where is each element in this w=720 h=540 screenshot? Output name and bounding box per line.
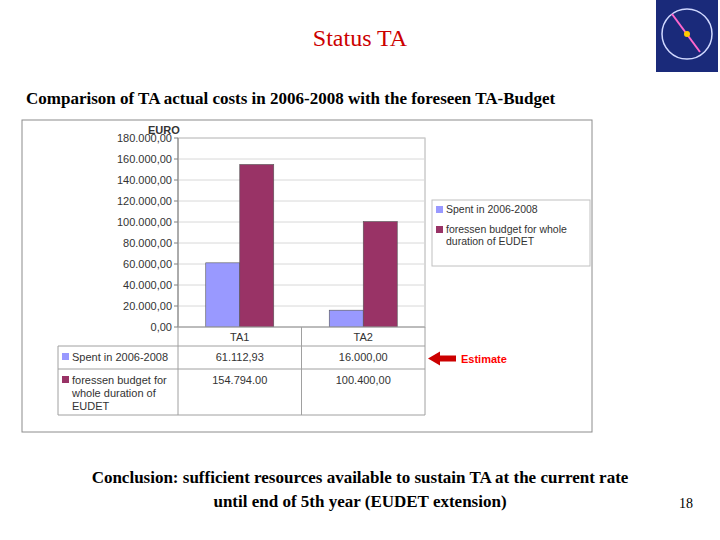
logo-ring xyxy=(662,9,712,59)
text-line: Spent in 2006-2008 xyxy=(446,203,538,215)
bars xyxy=(206,164,398,327)
table-value: 16.000,00 xyxy=(339,351,388,363)
bar xyxy=(240,164,274,327)
chart-frame xyxy=(22,120,592,432)
annotation: Estimate xyxy=(461,353,507,365)
data-table xyxy=(58,327,425,415)
y-axis xyxy=(178,138,179,327)
grid-line xyxy=(178,159,425,160)
table-line xyxy=(58,346,59,415)
x-tick-label: TA1 xyxy=(230,331,249,343)
y-tick-label: 40.000,00 xyxy=(123,279,172,291)
logo-line xyxy=(672,14,700,52)
table-value: 100.400,00 xyxy=(336,374,391,386)
y-tick-label: 100.000,00 xyxy=(117,216,172,228)
x-tick-label: TA2 xyxy=(354,331,373,343)
y-tick xyxy=(174,243,178,244)
y-tick-label: 140.000,00 xyxy=(117,174,172,186)
legend-label: foressen budget for wholeduration of EUD… xyxy=(446,223,567,247)
legend-label: Spent in 2006-2008 xyxy=(446,203,538,215)
y-tick-label: 120.000,00 xyxy=(117,195,172,207)
table-line xyxy=(58,369,425,370)
legend-box xyxy=(432,200,590,266)
y-tick xyxy=(174,180,178,181)
table-line xyxy=(58,415,425,416)
text-line: duration of EUDET xyxy=(446,235,535,247)
background xyxy=(0,0,720,540)
table-line xyxy=(301,327,302,415)
logo xyxy=(656,0,718,72)
y-tick xyxy=(174,138,178,139)
slide-subtitle: Comparison of TA actual costs in 2006-20… xyxy=(26,89,556,108)
y-tick xyxy=(174,285,178,286)
annotation-arrow xyxy=(428,352,456,366)
y-tick xyxy=(174,264,178,265)
conclusion: until end of 5th year (EUDET extension) xyxy=(213,492,506,511)
table-line xyxy=(58,346,425,347)
table-swatch xyxy=(62,353,69,360)
grid-line xyxy=(178,201,425,202)
logo-box xyxy=(656,0,718,72)
y-tick-label: 160.000,00 xyxy=(117,153,172,165)
y-tick-label: 60.000,00 xyxy=(123,258,172,270)
y-tick xyxy=(174,306,178,307)
table-line xyxy=(178,327,179,415)
y-tick xyxy=(174,201,178,202)
text-line: foressen budget for whole xyxy=(446,223,567,235)
plot-area xyxy=(178,138,425,327)
y-tick xyxy=(174,222,178,223)
y-tick-label: 20.000,00 xyxy=(123,300,172,312)
y-tick xyxy=(174,327,178,328)
legend-swatch xyxy=(436,226,443,233)
table-row-label: foressen budget forwhole duration ofEUDE… xyxy=(71,374,167,412)
slide: Status TA Comparison of TA actual costs i… xyxy=(0,0,720,540)
slide-title: Status TA xyxy=(313,25,408,51)
table-row-label: Spent in 2006-2008 xyxy=(72,351,168,363)
legend xyxy=(432,200,590,266)
table-value: 61.112,93 xyxy=(216,351,264,363)
grid-line xyxy=(178,138,425,139)
bar xyxy=(363,222,397,327)
legend-swatch xyxy=(436,206,443,213)
page-number: 18 xyxy=(679,496,693,511)
table-line xyxy=(425,327,426,415)
logo-dot xyxy=(684,31,690,37)
bar xyxy=(329,310,363,327)
y-tick-label: 0,00 xyxy=(151,321,172,333)
text-line: foressen budget for xyxy=(72,374,167,386)
text-line: Spent in 2006-2008 xyxy=(72,351,168,363)
y-axis-label: EURO xyxy=(148,124,180,136)
table-value: 154.794.00 xyxy=(212,374,267,386)
y-tick-label: 80.000,00 xyxy=(123,237,172,249)
text-line: whole duration of xyxy=(71,387,157,399)
bar xyxy=(206,263,240,327)
y-tick xyxy=(174,159,178,160)
table-swatch xyxy=(62,376,69,383)
grid-line xyxy=(178,180,425,181)
text-line: EUDET xyxy=(72,400,110,412)
conclusion: Conclusion: sufficient resources availab… xyxy=(92,468,629,487)
